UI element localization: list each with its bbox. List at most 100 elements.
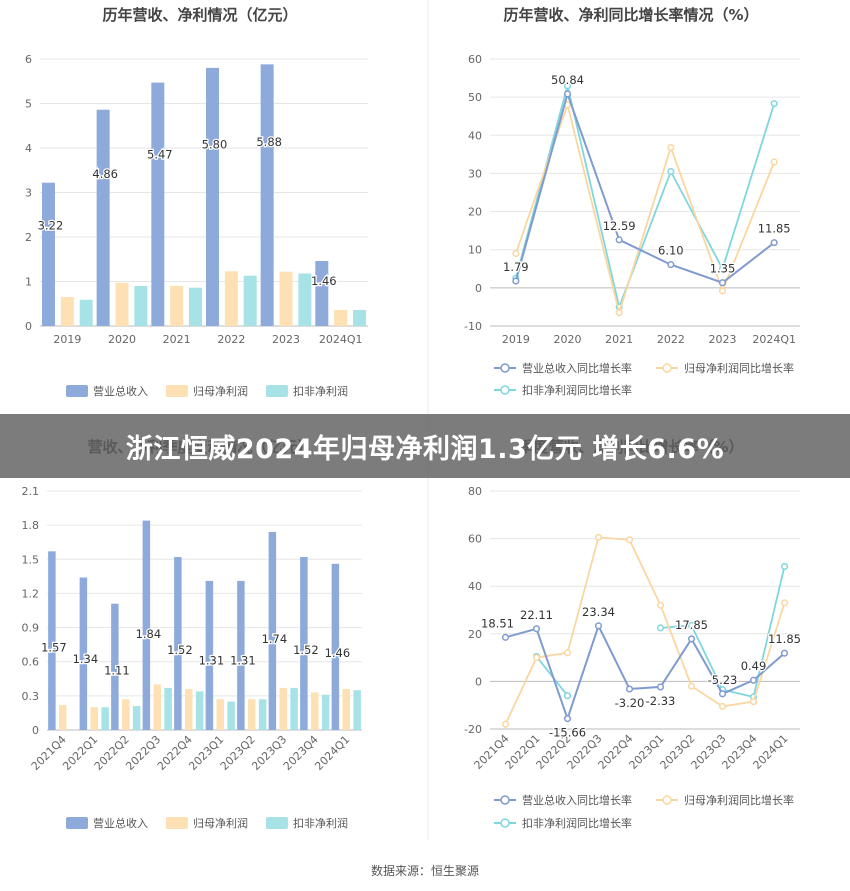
data-label: 4.86 [92,167,118,181]
data-point [594,533,603,541]
bar-归母净利润 [311,692,319,730]
legend-label: 归母净利润同比增长率 [684,793,794,807]
data-point [718,279,727,287]
data-point [656,624,665,632]
data-point [563,692,572,700]
data-label: 23.34 [582,605,615,619]
bar-归母净利润 [224,271,238,326]
data-point [615,236,623,244]
data-point [625,685,634,693]
data-label: 1.46 [311,274,337,288]
data-label: 1.52 [293,643,319,657]
x-tick-label: 2023 [272,333,300,346]
bar-扣非净利润 [321,694,330,730]
y-tick-label: 50 [468,91,482,104]
data-point [770,100,778,108]
chart-title: 历年营收、净利同比增长率情况（%） [503,6,758,24]
x-tick-label: 2020 [554,333,582,346]
data-point [667,143,675,152]
data-point [780,649,789,657]
data-point [563,82,572,90]
data-point [563,649,572,657]
data-label: 18.51 [481,616,514,630]
y-tick-label: 60 [468,53,482,66]
bar-扣非净利润 [132,706,141,730]
legend-marker [662,795,672,805]
data-label: 11.85 [758,222,791,236]
legend-swatch [266,385,288,397]
data-point [532,625,541,633]
bar-扣非净利润 [353,690,361,730]
data-point [625,536,634,544]
bar-营业总收入 [96,109,110,326]
chart-annual-growth: 历年营收、净利同比增长率情况（%） -10 0 10 20 30 40 50 60 2019 202… [464,6,800,397]
data-label: 1.46 [325,646,351,660]
bar-扣非净利润 [290,687,298,730]
data-label: 11.85 [768,632,801,646]
y-tick-label: 3 [25,187,32,200]
bar-归母净利润 [216,699,224,730]
data-label: 0.49 [741,659,767,673]
x-tick-label: 2022 [657,333,685,346]
data-label: 5.80 [202,137,228,151]
data-label: 1.34 [73,652,99,666]
bar-营业总收入 [268,531,277,730]
bar-营业总收入 [41,182,55,326]
series-line-营业总收入同比增长率 [505,623,786,722]
bar-扣非净利润 [189,287,203,326]
data-point [687,635,696,643]
y-tick-label: 80 [468,485,482,498]
data-point [512,249,520,258]
x-tick-label: 2023 [709,333,737,346]
data-point [563,715,572,723]
bar-归母净利润 [279,687,287,730]
data-point [615,309,623,317]
y-tick-label: 0.9 [22,622,40,635]
y-tick-label: 0.6 [22,656,40,669]
y-tick-label: 6 [25,53,32,66]
bar-归母净利润 [153,684,161,730]
x-tick-label: 2024Q1 [312,733,352,773]
data-label: 17.85 [675,618,708,632]
bar-归母净利润 [248,699,256,730]
bar-营业总收入 [331,563,340,730]
data-point [667,167,675,176]
data-point [749,698,758,706]
data-label: 1.74 [262,632,288,646]
legend-swatch [166,385,188,397]
y-tick-label: 5 [25,98,32,111]
data-label: 1.57 [41,640,67,654]
bar-归母净利润 [122,699,130,730]
legend-label: 归母净利润 [193,816,248,830]
y-tick-label: 40 [468,580,482,593]
data-point [501,633,510,641]
bar-扣非净利润 [101,707,109,730]
headline-banner: 浙江恒威2024年归母净利润1.3亿元 增长6.6% [0,414,850,478]
bar-扣非净利润 [353,309,367,326]
y-tick-label: 60 [468,533,482,546]
x-tick-label: 2019 [53,333,81,346]
x-tick-label: 2024Q1 [751,732,791,772]
y-tick-label: 20 [468,628,482,641]
y-tick-label: 1.2 [22,587,40,600]
bar-归母净利润 [342,689,350,730]
bar-营业总收入 [260,64,274,326]
bar-扣非净利润 [134,285,148,326]
data-label: 6.10 [658,244,684,258]
data-point [563,90,572,98]
data-point [770,158,778,166]
legend-swatch [266,817,288,829]
data-label: -2.33 [646,694,676,708]
data-point [656,683,665,691]
bar-营业总收入 [205,67,219,327]
legend-swatch [66,385,88,397]
y-tick-label: 0 [475,675,482,688]
bar-营业总收入 [300,557,308,730]
x-tick-label: 2022 [217,333,245,346]
x-tick-label: 2021 [163,333,191,346]
data-label: 1.31 [199,653,225,667]
legend-label: 扣非净利润 [293,384,348,398]
data-point [749,676,758,684]
data-point [718,265,727,273]
